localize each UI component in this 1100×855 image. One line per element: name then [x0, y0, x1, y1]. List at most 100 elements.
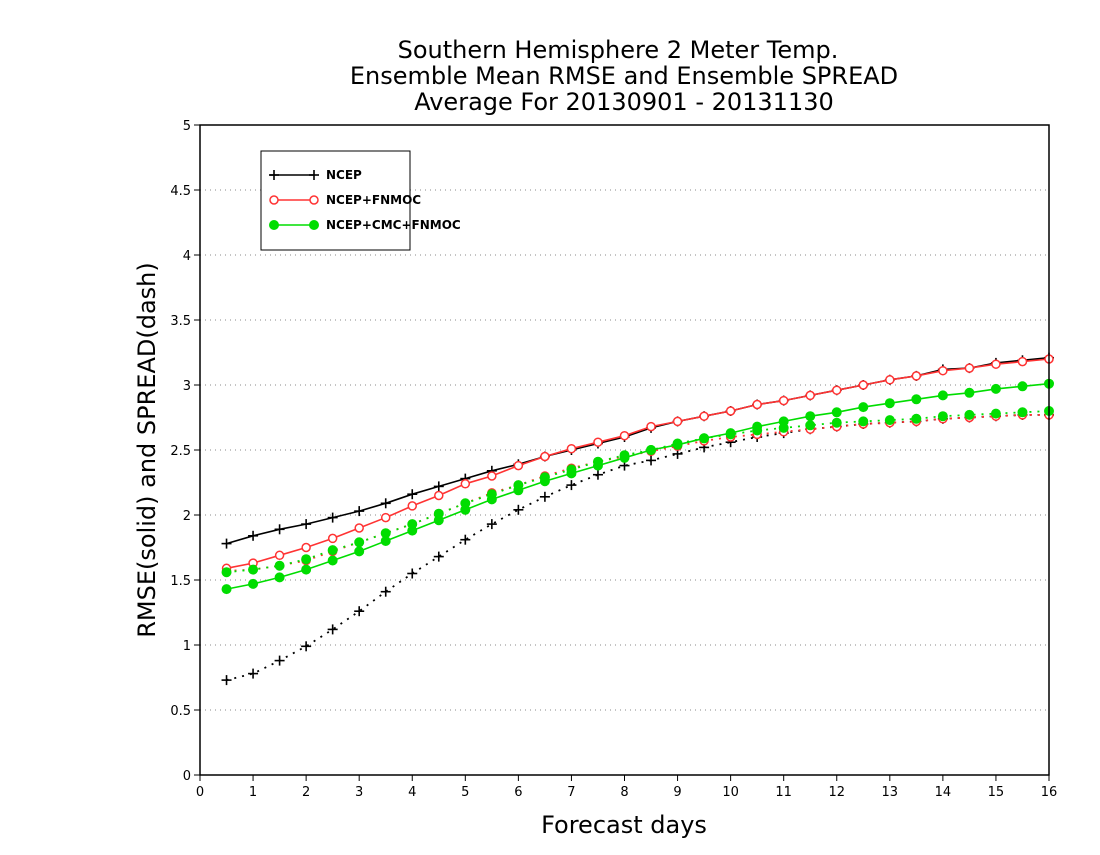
point-marker [699, 411, 709, 421]
series [221, 352, 1054, 686]
point-marker [1017, 356, 1028, 367]
point-marker [964, 387, 975, 398]
point-marker [911, 394, 922, 405]
point-marker [434, 490, 444, 501]
point-marker [884, 398, 895, 409]
point-marker [566, 468, 577, 479]
point-marker [248, 564, 259, 575]
y-tick-label: 2.5 [170, 444, 191, 459]
point-marker [354, 523, 364, 533]
x-axis-title: Forecast days [541, 811, 707, 839]
point-marker [1017, 381, 1028, 392]
point-marker [301, 564, 312, 575]
point-marker [327, 545, 338, 556]
point-marker [407, 501, 417, 511]
rmse-line [226, 358, 1050, 570]
point-marker [725, 406, 736, 416]
x-tick-label: 11 [775, 785, 792, 800]
y-tick-label: 4 [183, 249, 191, 264]
x-tick-label: 3 [355, 785, 363, 800]
point-marker [301, 554, 312, 565]
series-ncep-fnmoc [221, 354, 1054, 576]
chart-title: Southern Hemisphere 2 Meter Temp. Ensemb… [350, 36, 898, 116]
point-marker [911, 413, 922, 424]
x-tick-label: 15 [988, 785, 1005, 800]
point-marker [248, 578, 259, 589]
spread-line [226, 410, 1050, 574]
point-marker [805, 390, 815, 401]
chart-title-line-2: Ensemble Mean RMSE and Ensemble SPREAD [350, 62, 898, 90]
point-marker [593, 437, 603, 447]
chart-title-line-3: Average For 20130901 - 20131130 [414, 88, 834, 116]
x-tick-label: 7 [567, 785, 575, 800]
y-tick-label: 3 [183, 379, 191, 394]
point-marker [269, 220, 279, 230]
series-ncep [221, 352, 1054, 686]
point-marker [592, 460, 603, 471]
point-marker [805, 411, 816, 422]
point-marker [990, 408, 1001, 419]
point-marker [274, 550, 285, 561]
point-marker [964, 363, 975, 373]
point-marker [911, 371, 922, 381]
point-marker [354, 537, 365, 548]
point-marker [752, 421, 763, 432]
x-tick-label: 16 [1041, 785, 1058, 800]
chart-title-line-1: Southern Hemisphere 2 Meter Temp. [398, 36, 839, 64]
point-marker [672, 416, 683, 427]
y-tick-label: 3.5 [170, 314, 191, 329]
legend-label: NCEP [326, 168, 362, 182]
x-tick-label: 4 [408, 785, 416, 800]
rmse-line [226, 382, 1050, 590]
point-marker [778, 416, 789, 427]
x-tick-label: 6 [514, 785, 522, 800]
point-marker [1017, 407, 1028, 418]
point-marker [646, 421, 656, 432]
point-marker [619, 452, 630, 463]
point-marker [513, 485, 524, 496]
point-marker [858, 402, 869, 413]
y-tick-label: 1.5 [170, 574, 191, 589]
legend-label: NCEP+FNMOC [326, 193, 421, 207]
x-tick-label: 13 [882, 785, 899, 800]
point-marker [990, 383, 1001, 394]
x-tick-label: 12 [828, 785, 845, 800]
rmse-line [226, 356, 1050, 545]
point-marker [486, 494, 497, 505]
legend: NCEP NCEP+FNMOC NCEP+CMC+FNMOC [260, 150, 461, 251]
y-axis-title: RMSE(solid) and SPREAD(dash) [133, 262, 161, 638]
point-marker [274, 560, 285, 571]
axes: 00.511.522.533.544.550 1 2 3 4 5 6 7 8 9 10 11 12 13 1… [170, 119, 1057, 800]
point-marker [672, 439, 683, 450]
x-tick-label: 1 [249, 785, 257, 800]
series-ncep-cmc-fnmoc [221, 378, 1054, 595]
x-tick-label: 5 [461, 785, 469, 800]
point-marker [380, 512, 391, 523]
point-marker [380, 536, 391, 546]
point-marker [460, 504, 471, 515]
x-tick-label: 0 [196, 785, 204, 800]
x-tick-label: 9 [673, 785, 681, 800]
y-tick-label: 5 [183, 119, 191, 134]
x-tick-label: 2 [302, 785, 310, 800]
point-marker [832, 385, 842, 395]
x-tick-label: 14 [935, 785, 952, 800]
y-tick-label: 4.5 [170, 184, 191, 199]
point-marker [831, 407, 842, 418]
point-marker [327, 533, 338, 544]
point-marker [805, 420, 816, 431]
point-marker [460, 479, 471, 489]
point-marker [858, 380, 869, 390]
point-marker [991, 359, 1001, 369]
point-marker [619, 430, 630, 441]
point-marker [884, 415, 895, 426]
point-marker [221, 584, 232, 595]
point-marker [778, 395, 789, 406]
point-marker [566, 443, 577, 454]
y-tick-label: 0 [183, 769, 191, 784]
point-marker [274, 572, 285, 583]
point-marker [487, 471, 497, 481]
point-marker [327, 555, 338, 566]
